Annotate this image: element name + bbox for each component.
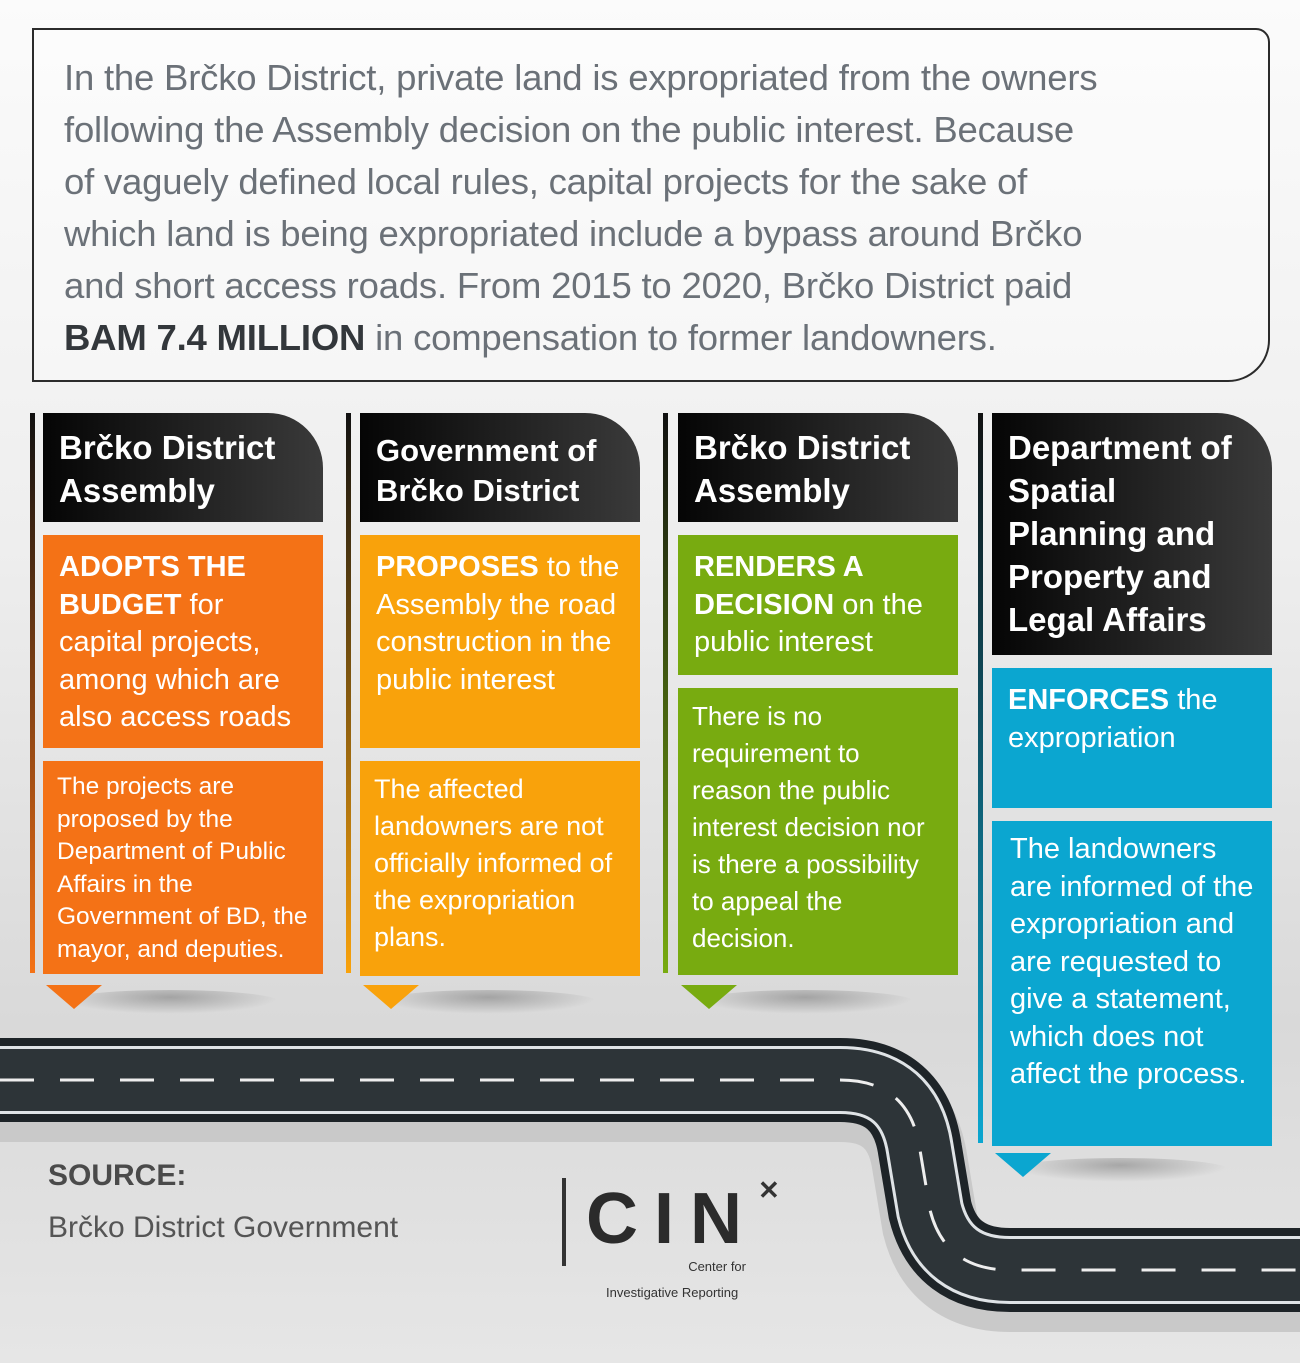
logo-name: CIN <box>586 1179 758 1259</box>
pointer-triangle-icon <box>995 1153 1051 1177</box>
step-header: Department of Spatial Planning and Prope… <box>992 413 1272 655</box>
intro-line: of vaguely defined local rules, capital … <box>64 161 1028 202</box>
cin-logo: CIN ✕ Center for Investigative Reporting <box>560 1175 800 1305</box>
step-header: Government of Brčko District <box>360 413 640 522</box>
step-column-1: Brčko District Assembly ADOPTS THE BUDGE… <box>43 413 323 974</box>
column-bar <box>663 413 668 973</box>
intro-line: in compensation to former landowners. <box>365 317 997 358</box>
logo-x-icon: ✕ <box>758 1175 780 1205</box>
step-note: The projects are proposed by the Departm… <box>43 761 323 974</box>
step-note: The landowners are informed of the expro… <box>992 821 1272 1146</box>
step-action: PROPOSES to the Assembly the road constr… <box>360 535 640 748</box>
step-column-3: Brčko District Assembly RENDERS A DECISI… <box>678 413 958 975</box>
source-title: SOURCE: <box>48 1159 187 1192</box>
step-column-2: Government of Brčko District PROPOSES to… <box>360 413 640 976</box>
intro-line: and short access roads. From 2015 to 202… <box>64 265 1073 306</box>
column-bar <box>978 413 983 1143</box>
step-header: Brčko District Assembly <box>678 413 958 522</box>
intro-text-box: In the Brčko District, private land is e… <box>32 28 1270 382</box>
step-action: ADOPTS THE BUDGET for capital projects, … <box>43 535 323 748</box>
pointer-triangle-icon <box>46 985 102 1009</box>
step-header: Brčko District Assembly <box>43 413 323 522</box>
intro-line: following the Assembly decision on the p… <box>64 109 1074 150</box>
logo-line1: Center for <box>688 1259 746 1274</box>
source: SOURCE: Brčko District Government <box>48 1150 398 1254</box>
step-column-4: Department of Spatial Planning and Prope… <box>992 413 1272 1146</box>
pointer-triangle-icon <box>681 985 737 1009</box>
intro-highlight: BAM 7.4 MILLION <box>64 317 366 358</box>
pointer-triangle-icon <box>363 985 419 1009</box>
step-action: ENFORCES the expropriation <box>992 668 1272 808</box>
intro-line: In the Brčko District, private land is e… <box>64 57 1098 98</box>
intro-line: which land is being expropriated include… <box>64 213 1083 254</box>
source-text: Brčko District Government <box>48 1211 399 1244</box>
logo-line2: Investigative Reporting <box>606 1285 739 1300</box>
step-note: There is no requirement to reason the pu… <box>678 688 958 975</box>
column-bar <box>346 413 351 973</box>
column-bar <box>30 413 35 973</box>
step-note: The affected landowners are not official… <box>360 761 640 976</box>
step-action: RENDERS A DECISION on the public interes… <box>678 535 958 675</box>
